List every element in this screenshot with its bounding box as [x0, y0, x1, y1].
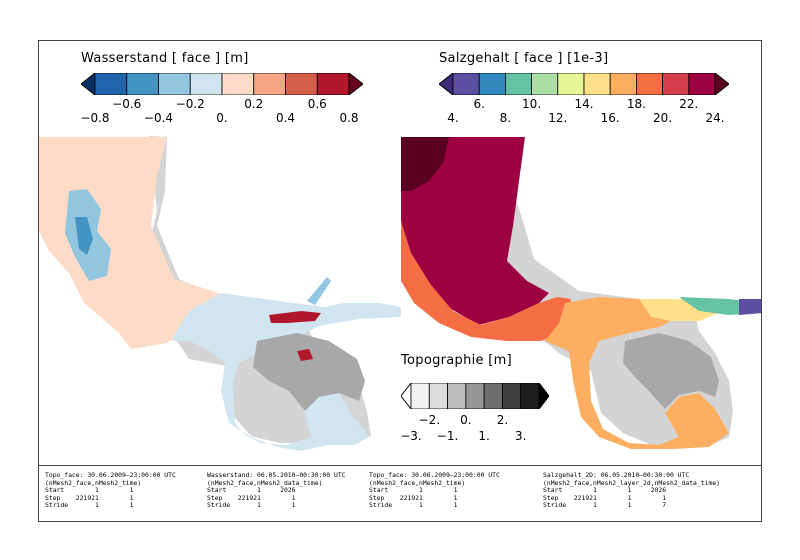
water-outer-islands — [253, 333, 365, 411]
footer-water-level: Wasserstand: 06.05.2010–00:30:00 UTC (nM… — [207, 471, 346, 510]
water-colorbar-tick-label: −0.2 — [175, 97, 205, 111]
salt-colorbar-tick-label: 20. — [653, 111, 673, 125]
water-lower-estuary — [171, 293, 401, 451]
salt-open-sea — [739, 299, 761, 315]
topo-colorbar-tick-label: 3. — [514, 429, 527, 443]
footer-divider — [39, 465, 761, 466]
salt-upper-channel — [401, 137, 549, 325]
topo-colorbar-low-end — [401, 383, 412, 409]
salt-colorbar-tick-label: 22. — [679, 97, 699, 111]
salt-colorbar-tick-label: 6. — [473, 97, 485, 111]
water-colorbar-title: Wasserstand [ face ] [m] — [81, 51, 249, 66]
salt-headwater — [401, 137, 449, 191]
map-panels — [39, 136, 761, 451]
figure-frame: Wasserstand [ face ] [m] −0.6 −0.2 0.2 0.6 −… — [38, 40, 762, 522]
water-colorbar-tick-label: 0. — [216, 111, 228, 125]
salt-colorbar-tick-label: 24. — [705, 111, 725, 125]
salt-outer-islands — [623, 333, 719, 409]
water-colorbar-tick-label: 0.4 — [275, 111, 296, 125]
topo-colorbar-swatch — [483, 383, 503, 409]
topo-colorbar-tick-label: −3. — [400, 429, 422, 443]
salt-colorbar — [439, 73, 729, 95]
water-channel-tip — [307, 277, 331, 305]
topo-colorbar-high-end — [538, 383, 549, 409]
salt-colorbar-tick-label: 12. — [548, 111, 568, 125]
salt-colorbar-tick-label: 4. — [447, 111, 459, 125]
salt-colorbar-title: Salzgehalt [ face ] [1e-3] — [439, 51, 609, 66]
water-colorbar-tick-label: 0.2 — [244, 97, 264, 111]
salt-colorbar-high-end — [714, 73, 729, 95]
topo-colorbar-title: Topographie [m] — [401, 353, 512, 368]
topo-colorbar-swatch — [465, 383, 485, 409]
topo-colorbar-tick-label: −2. — [418, 413, 441, 427]
topo-colorbar-tick-label: 0. — [460, 413, 472, 427]
topo-colorbar-swatch — [520, 383, 540, 409]
topo-colorbar-swatch — [447, 383, 467, 409]
water-colorbar-tick-label: −0.6 — [112, 97, 142, 111]
salinity-map — [401, 137, 761, 449]
topo-colorbar-tick-label: 2. — [496, 413, 509, 427]
water-high-stripes — [269, 311, 321, 323]
salt-colorbar-tick-label: 18. — [626, 97, 646, 111]
water-colorbar-tick-label: 0.8 — [339, 111, 359, 125]
water-colorbar — [81, 73, 363, 95]
footer-topo-left: Topo_face: 30.06.2009–23:00:00 UTC (nMes… — [45, 471, 176, 510]
salt-lower-estuary — [545, 297, 729, 449]
topo-colorbar-swatch — [428, 383, 448, 409]
footer-topo-right: Topo_face: 30.06.2009–23:00:00 UTC (nMes… — [369, 471, 500, 510]
topo-colorbar-swatch — [410, 383, 430, 409]
water-colorbar-tick-label: 0.6 — [307, 97, 327, 111]
water-colorbar-tick-label: −0.4 — [143, 111, 174, 125]
water-level-map — [39, 136, 401, 451]
water-colorbar-high-end — [348, 73, 363, 95]
topo-colorbar-tick-label: −1. — [436, 429, 459, 443]
topo-colorbar-tick-label: 1. — [478, 429, 490, 443]
topo-colorbar — [401, 383, 549, 409]
salt-colorbar-tick-label: 14. — [574, 97, 594, 111]
salt-colorbar-tick-label: 8. — [499, 111, 512, 125]
water-deep-pool — [75, 217, 93, 255]
water-colorbar-tick-label: −0.8 — [80, 111, 110, 125]
water-high-spot — [297, 349, 313, 361]
salt-mid-estuary — [401, 221, 571, 341]
salt-colorbar-tick-label: 16. — [600, 111, 620, 125]
footer-salinity: Salzgehalt_2D: 06.05.2010–00:30:00 UTC (… — [543, 471, 720, 510]
topo-colorbar-swatch — [502, 383, 522, 409]
salt-colorbar-tick-label: 10. — [522, 97, 542, 111]
